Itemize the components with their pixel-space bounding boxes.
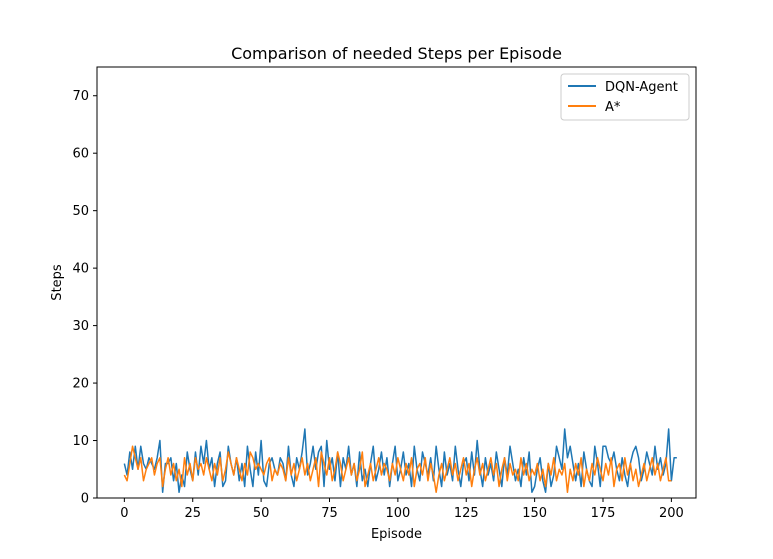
legend: DQN-Agent A* [560, 73, 690, 121]
legend-label-dqn-agent: DQN-Agent [605, 80, 678, 95]
x-tick-label: 0 [120, 506, 128, 521]
y-tick-label: 20 [72, 377, 89, 392]
x-axis-label: Episode [371, 527, 422, 542]
plot-frame [96, 66, 697, 499]
y-tick-label: 60 [72, 147, 89, 162]
x-tick-label: 50 [253, 506, 270, 521]
y-tick-label: 40 [72, 262, 89, 277]
x-tick-label: 150 [522, 506, 547, 521]
legend-label-a-star: A* [605, 100, 621, 115]
plot-area [96, 66, 697, 499]
y-axis-ticks: 0 10 20 30 40 50 60 70 [72, 89, 97, 507]
x-tick-label: 200 [659, 506, 684, 521]
y-tick-label: 70 [72, 89, 89, 104]
x-tick-label: 100 [385, 506, 410, 521]
y-tick-label: 0 [81, 492, 89, 507]
series-layer [123, 428, 677, 493]
plot-background [97, 67, 696, 498]
chart-title: Comparison of needed Steps per Episode [231, 44, 562, 63]
x-tick-label: 25 [184, 506, 201, 521]
y-tick-label: 30 [72, 319, 89, 334]
y-tick-label: 10 [72, 434, 89, 449]
x-tick-label: 175 [591, 506, 616, 521]
y-axis-label: Steps [50, 264, 65, 301]
series-line-a [123, 445, 672, 493]
x-tick-label: 125 [454, 506, 479, 521]
y-tick-label: 50 [72, 204, 89, 219]
x-axis-ticks: 0 25 50 75 100 125 150 175 200 [120, 498, 684, 521]
x-tick-label: 75 [321, 506, 338, 521]
